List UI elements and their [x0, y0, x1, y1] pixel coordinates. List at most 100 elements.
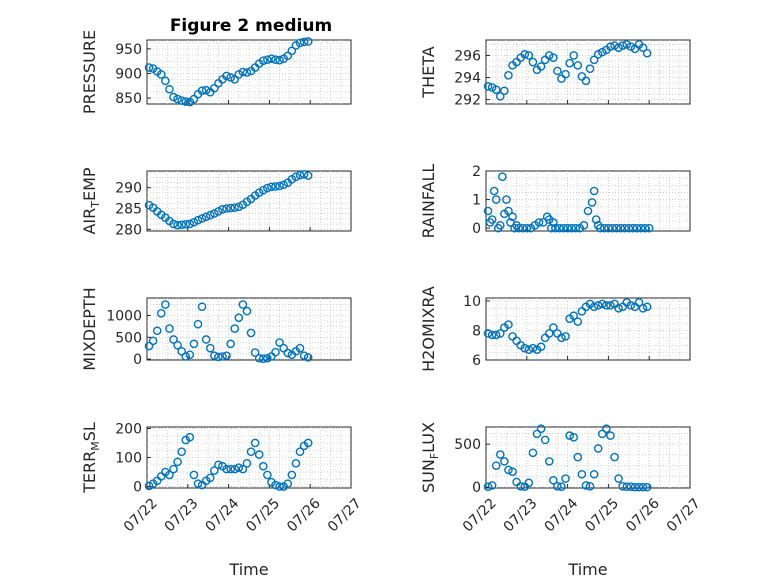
- x-axis-label: Time: [567, 560, 607, 579]
- data-point: [491, 330, 501, 340]
- data-point: [606, 42, 615, 51]
- data-point: [642, 302, 652, 312]
- data-point: [271, 182, 280, 191]
- data-point: [271, 480, 280, 490]
- data-point: [275, 55, 284, 65]
- data-point: [549, 323, 558, 332]
- data-point: [275, 482, 284, 491]
- scatter-series: [483, 424, 652, 492]
- data-point: [263, 183, 272, 193]
- data-point: [606, 431, 615, 440]
- data-point: [614, 304, 623, 313]
- x-tick-label: 07/23: [501, 495, 541, 535]
- x-tick-label: 07/26: [623, 495, 663, 535]
- data-point: [500, 457, 509, 466]
- data-point: [549, 218, 558, 227]
- data-point: [616, 223, 625, 233]
- data-point: [626, 301, 636, 310]
- data-point: [234, 313, 244, 322]
- data-point: [226, 339, 235, 349]
- subplot-2: 292 294 296 THETA: [419, 39, 691, 109]
- data-point: [502, 195, 511, 204]
- data-point: [573, 61, 583, 70]
- data-point: [536, 424, 546, 434]
- data-point: [567, 223, 576, 233]
- data-point: [487, 83, 497, 92]
- subplot-4: 0 1 2 RAINFALL: [419, 164, 691, 238]
- x-tick-label: 07/25: [582, 495, 622, 535]
- data-point: [495, 91, 505, 101]
- subplot-6: 6 8 10 H2OMIXRA: [419, 286, 691, 372]
- data-point: [226, 464, 235, 474]
- y-axis-label: SUNFLUX: [419, 422, 441, 493]
- data-point: [193, 215, 203, 225]
- data-point: [279, 180, 288, 190]
- y-axis-label: H2OMIXRA: [419, 286, 438, 372]
- y-tick-label: 200: [115, 421, 142, 437]
- data-point: [222, 464, 231, 474]
- data-point: [287, 46, 297, 56]
- data-point: [593, 301, 603, 310]
- data-point: [165, 324, 174, 333]
- y-tick-label: 296: [454, 48, 481, 64]
- data-point: [201, 212, 211, 222]
- data-point: [634, 482, 644, 492]
- data-point: [522, 223, 532, 233]
- data-point: [214, 207, 223, 216]
- data-point: [504, 465, 513, 475]
- data-point: [210, 351, 219, 360]
- data-point: [169, 219, 178, 229]
- data-point: [581, 76, 591, 86]
- data-point: [197, 302, 207, 312]
- scatter-series: [483, 298, 652, 354]
- data-point: [201, 335, 211, 344]
- data-point: [295, 343, 305, 353]
- x-tick-label: 07/25: [243, 495, 283, 535]
- y-tick-label: 8: [472, 323, 481, 339]
- data-point: [214, 352, 223, 362]
- data-point: [495, 450, 505, 459]
- data-point: [287, 470, 297, 480]
- data-point: [258, 461, 268, 471]
- scatter-series: [483, 172, 654, 233]
- data-point: [226, 73, 235, 82]
- data-point: [614, 474, 623, 483]
- y-tick-label: 100: [115, 451, 142, 467]
- scatter-series: [144, 37, 313, 107]
- data-point: [165, 84, 174, 94]
- y-tick-label: 500: [454, 437, 481, 453]
- data-point: [600, 223, 609, 233]
- data-point: [242, 68, 252, 77]
- data-point: [630, 482, 640, 492]
- data-point: [291, 172, 301, 182]
- data-point: [169, 464, 178, 474]
- x-tick-label: 07/23: [162, 495, 202, 535]
- data-point: [602, 301, 611, 310]
- data-point: [177, 447, 186, 456]
- y-tick-label: 500: [115, 330, 142, 346]
- data-point: [520, 343, 530, 353]
- data-point: [230, 464, 240, 474]
- data-point: [295, 38, 305, 48]
- data-point: [508, 467, 517, 476]
- data-point: [487, 215, 497, 224]
- data-point: [303, 37, 313, 46]
- data-point: [565, 58, 574, 68]
- data-point: [608, 223, 617, 233]
- y-tick-label: 900: [115, 66, 142, 82]
- data-point: [569, 311, 579, 321]
- data-point: [242, 459, 252, 468]
- data-point: [263, 353, 272, 363]
- data-point: [210, 466, 219, 475]
- data-point: [234, 463, 244, 472]
- data-point: [602, 424, 611, 434]
- data-point: [587, 198, 597, 207]
- data-point: [238, 300, 248, 309]
- data-point: [230, 203, 240, 212]
- scatter-series: [144, 170, 313, 230]
- data-point: [491, 195, 501, 204]
- data-point: [638, 482, 648, 492]
- data-point: [540, 435, 550, 445]
- x-tick-label: 07/26: [284, 495, 324, 535]
